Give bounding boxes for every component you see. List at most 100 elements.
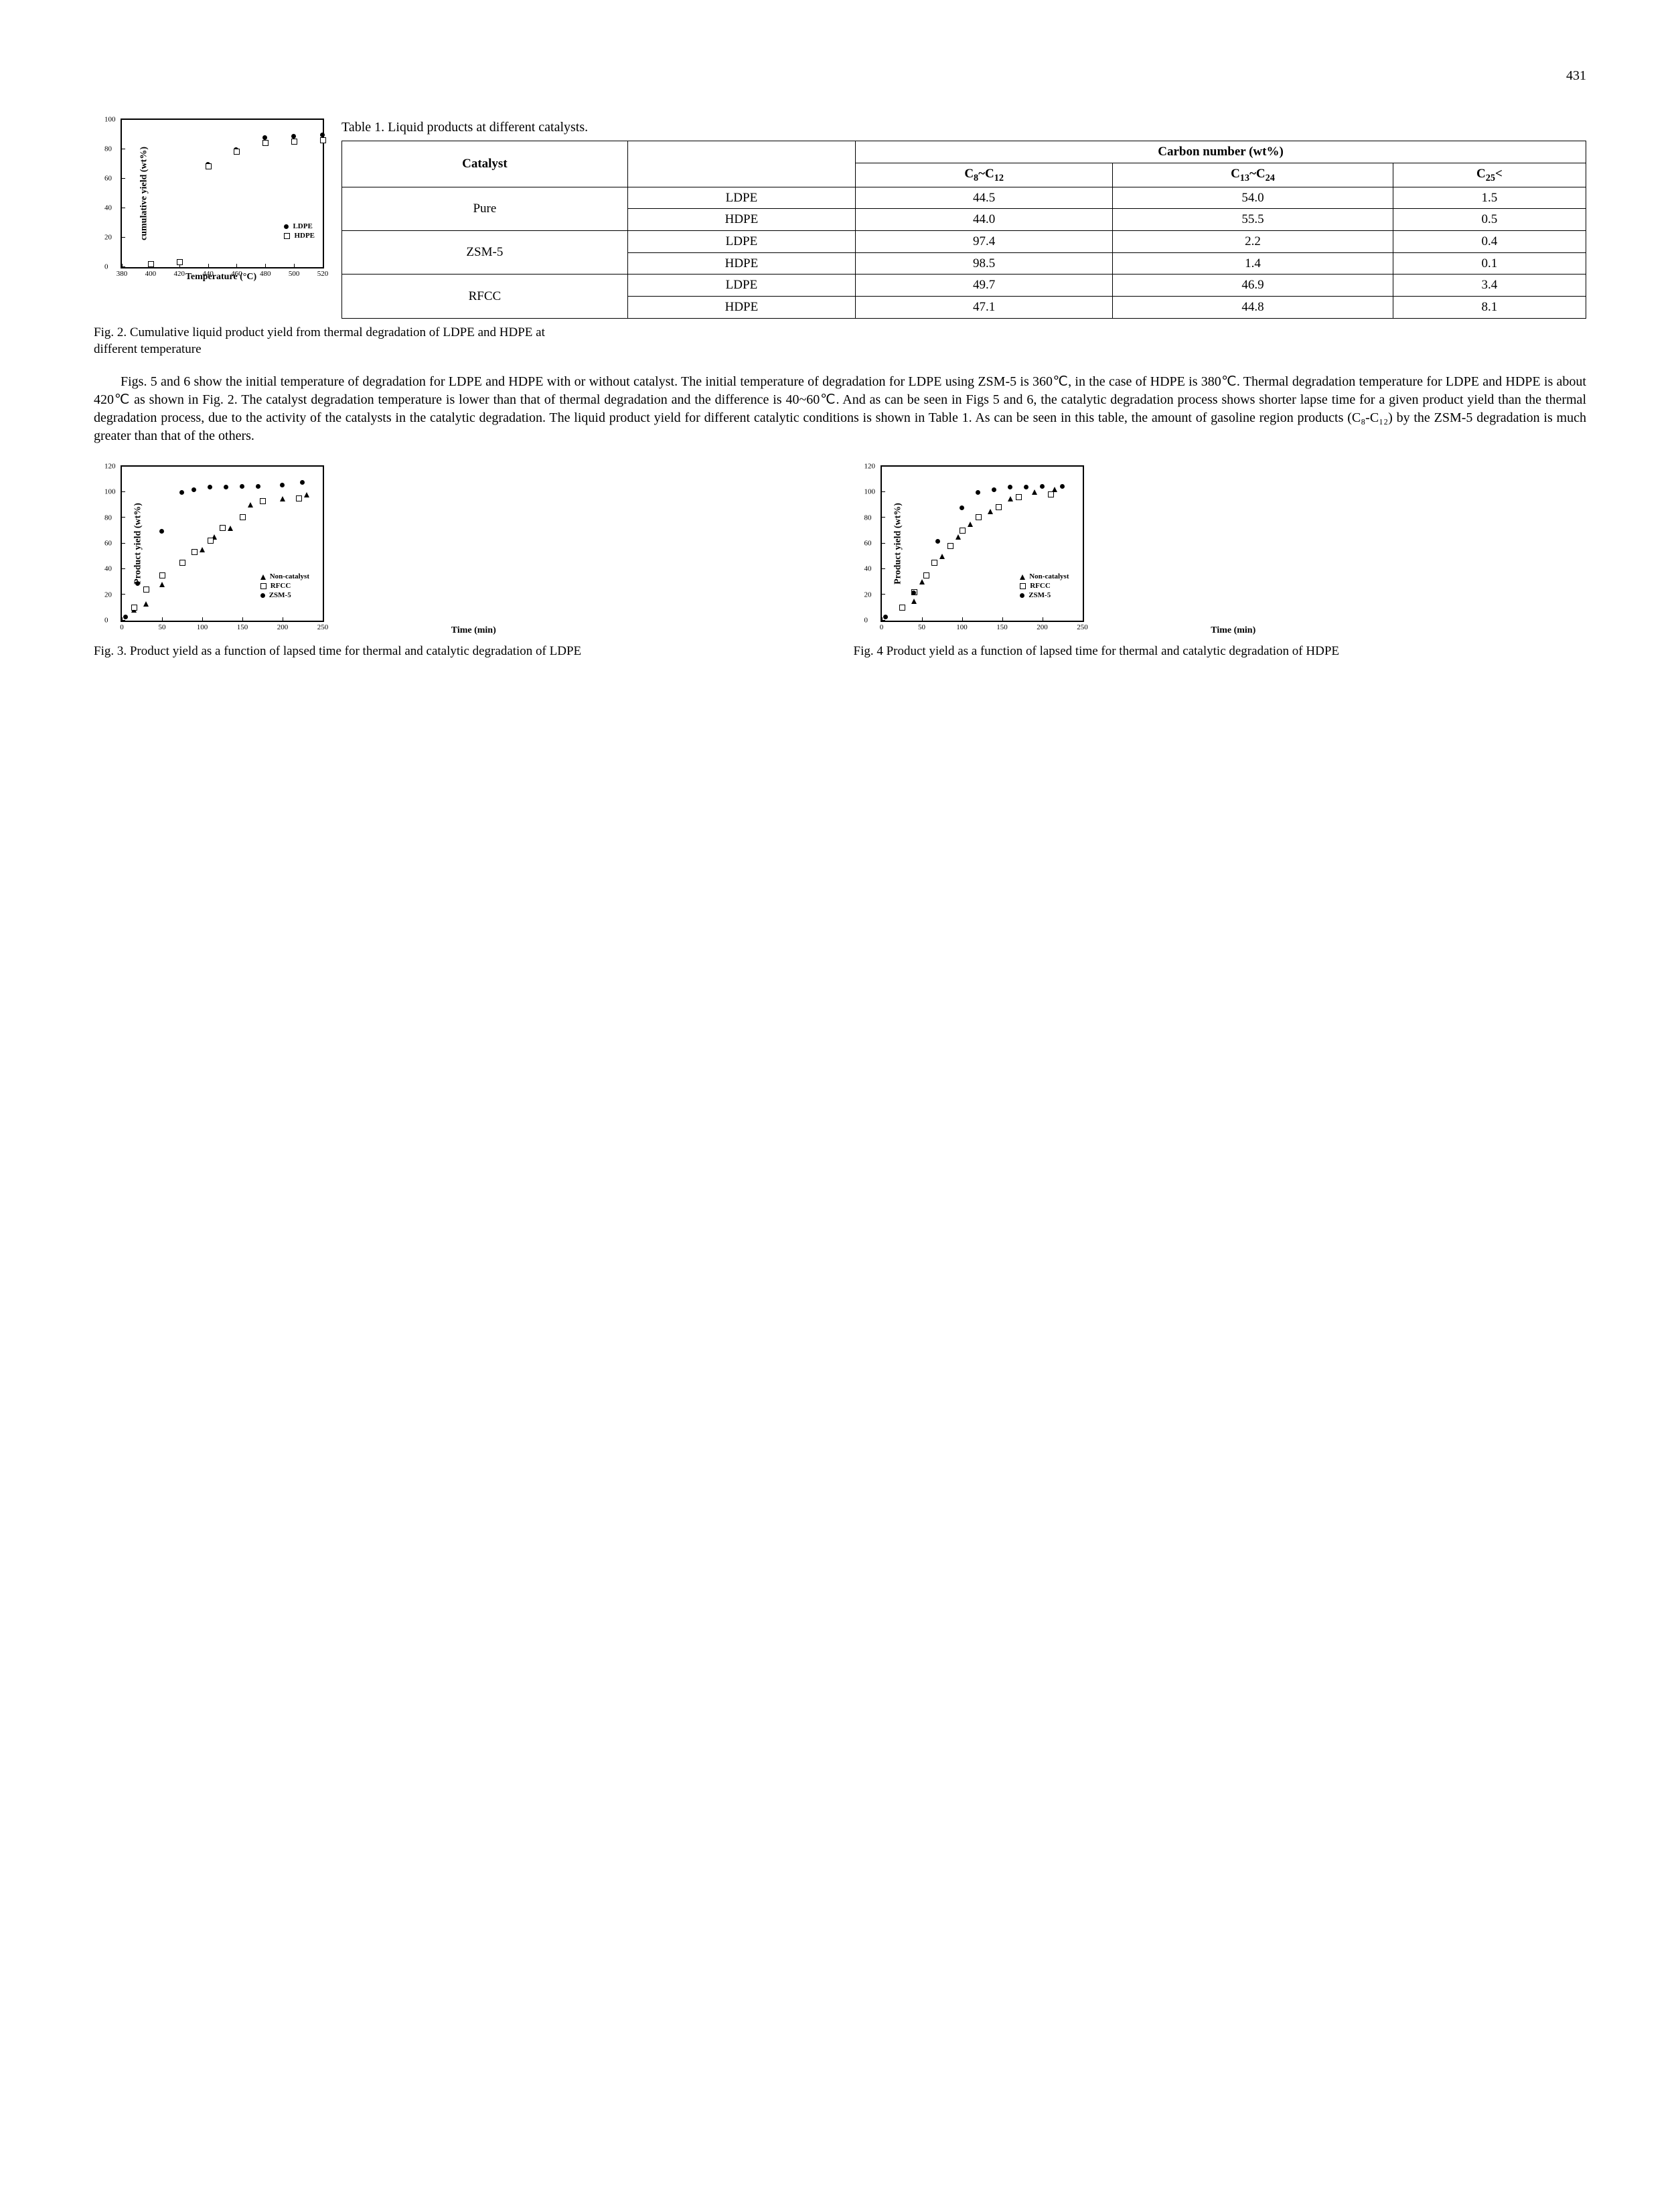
ytick: 0 [864,615,868,625]
data-point [280,496,285,501]
fig3-ylabel: Product yield (wt%) [132,503,145,584]
fig4-wrapper: Product yield (wt%) 0 50 100 150 200 250 0 20 40 6… [854,465,1587,660]
xtick: 50 [918,623,925,633]
fig3-chart: Product yield (wt%)050100150200250020406… [121,465,324,622]
fig2-legend: LDPEHDPE [284,222,315,240]
fig4-ylabel: Product yield (wt%) [892,503,905,584]
top-row: cumulative yield (wt%)380400420440460480… [94,119,1586,319]
data-point [960,528,966,534]
ytick: 40 [104,564,112,574]
data-point [131,605,137,611]
xtick: 250 [317,623,329,633]
data-point [159,572,165,578]
data-point [939,554,945,559]
data-point [179,490,184,495]
ytick: 20 [104,233,112,243]
data-point [988,509,993,514]
data-point [935,539,940,544]
table1: Table 1. Liquid products at different ca… [341,119,1586,319]
data-point [208,485,212,489]
data-point [123,615,128,619]
cell: HDPE [627,252,855,275]
xtick: 150 [237,623,248,633]
ytick: 80 [104,513,112,523]
fig2-wrapper: cumulative yield (wt%)380400420440460480… [94,119,321,284]
legend-item: ZSM-5 [260,591,309,601]
table-row: RFCCLDPE49.746.93.4 [342,275,1586,297]
data-point [228,526,233,531]
cell-catalyst: Pure [342,187,628,230]
data-point [968,522,973,527]
ytick: 120 [104,461,116,471]
data-point [192,487,196,492]
cell: HDPE [627,296,855,318]
data-point [1008,485,1012,489]
data-point [206,163,212,169]
ytick: 80 [104,145,112,155]
cell-catalyst: ZSM-5 [342,230,628,274]
data-point [260,498,266,504]
xtick: 250 [1077,623,1088,633]
data-point [956,534,961,540]
cell: HDPE [627,209,855,231]
data-point [1048,491,1054,497]
ytick: 80 [864,513,872,523]
data-point [1032,489,1037,495]
ytick: 60 [104,538,112,548]
xtick: 50 [159,623,166,633]
xtick: 0 [880,623,884,633]
data-point [143,587,149,593]
cell-catalyst: RFCC [342,275,628,318]
data-point [1060,484,1065,489]
cell: 97.4 [856,230,1113,252]
cell: 8.1 [1393,296,1586,318]
legend-item: Non-catalyst [260,572,309,582]
data-point [208,538,214,544]
ytick: 40 [864,564,872,574]
legend-item: LDPE [284,222,315,231]
xtick: 520 [317,269,329,279]
ytick: 100 [104,487,116,497]
data-point [976,514,982,520]
data-point [931,560,937,566]
cell: 98.5 [856,252,1113,275]
fig4-caption: Fig. 4 Product yield as a function of la… [854,643,1587,660]
data-point [320,137,326,143]
legend-item: Non-catalyst [1020,572,1069,582]
ytick: 40 [104,204,112,214]
data-point [911,599,917,604]
ytick: 60 [104,174,112,184]
ytick: 20 [864,590,872,600]
xtick: 100 [956,623,968,633]
data-point [148,261,154,267]
xtick: 0 [120,623,124,633]
th-blank [627,141,855,187]
th-c25: C25< [1393,163,1586,187]
ytick: 60 [864,538,872,548]
xtick: 200 [277,623,289,633]
fig2-chart: cumulative yield (wt%)380400420440460480… [121,119,324,268]
cell: 0.1 [1393,252,1586,275]
fig2-caption: Fig. 2. Cumulative liquid product yield … [94,324,562,358]
cell: 44.5 [856,187,1113,209]
xtick: 150 [996,623,1008,633]
cell: 2.2 [1113,230,1393,252]
table-row: PureLDPE44.554.01.5 [342,187,1586,209]
legend-item: RFCC [260,582,309,591]
xtick: 100 [197,623,208,633]
data-point [300,480,305,485]
ytick: 100 [104,115,116,125]
cell: 44.0 [856,209,1113,231]
data-point [224,485,228,489]
data-point [159,529,164,534]
data-point [192,549,198,555]
data-point [256,484,260,489]
data-point [220,525,226,531]
data-point [179,560,185,566]
data-point [960,505,964,510]
data-point [923,572,929,578]
body-paragraph: Figs. 5 and 6 show the initial temperatu… [94,373,1586,445]
legend-item: ZSM-5 [1020,591,1069,601]
xtick: 420 [173,269,185,279]
xtick: 200 [1037,623,1048,633]
